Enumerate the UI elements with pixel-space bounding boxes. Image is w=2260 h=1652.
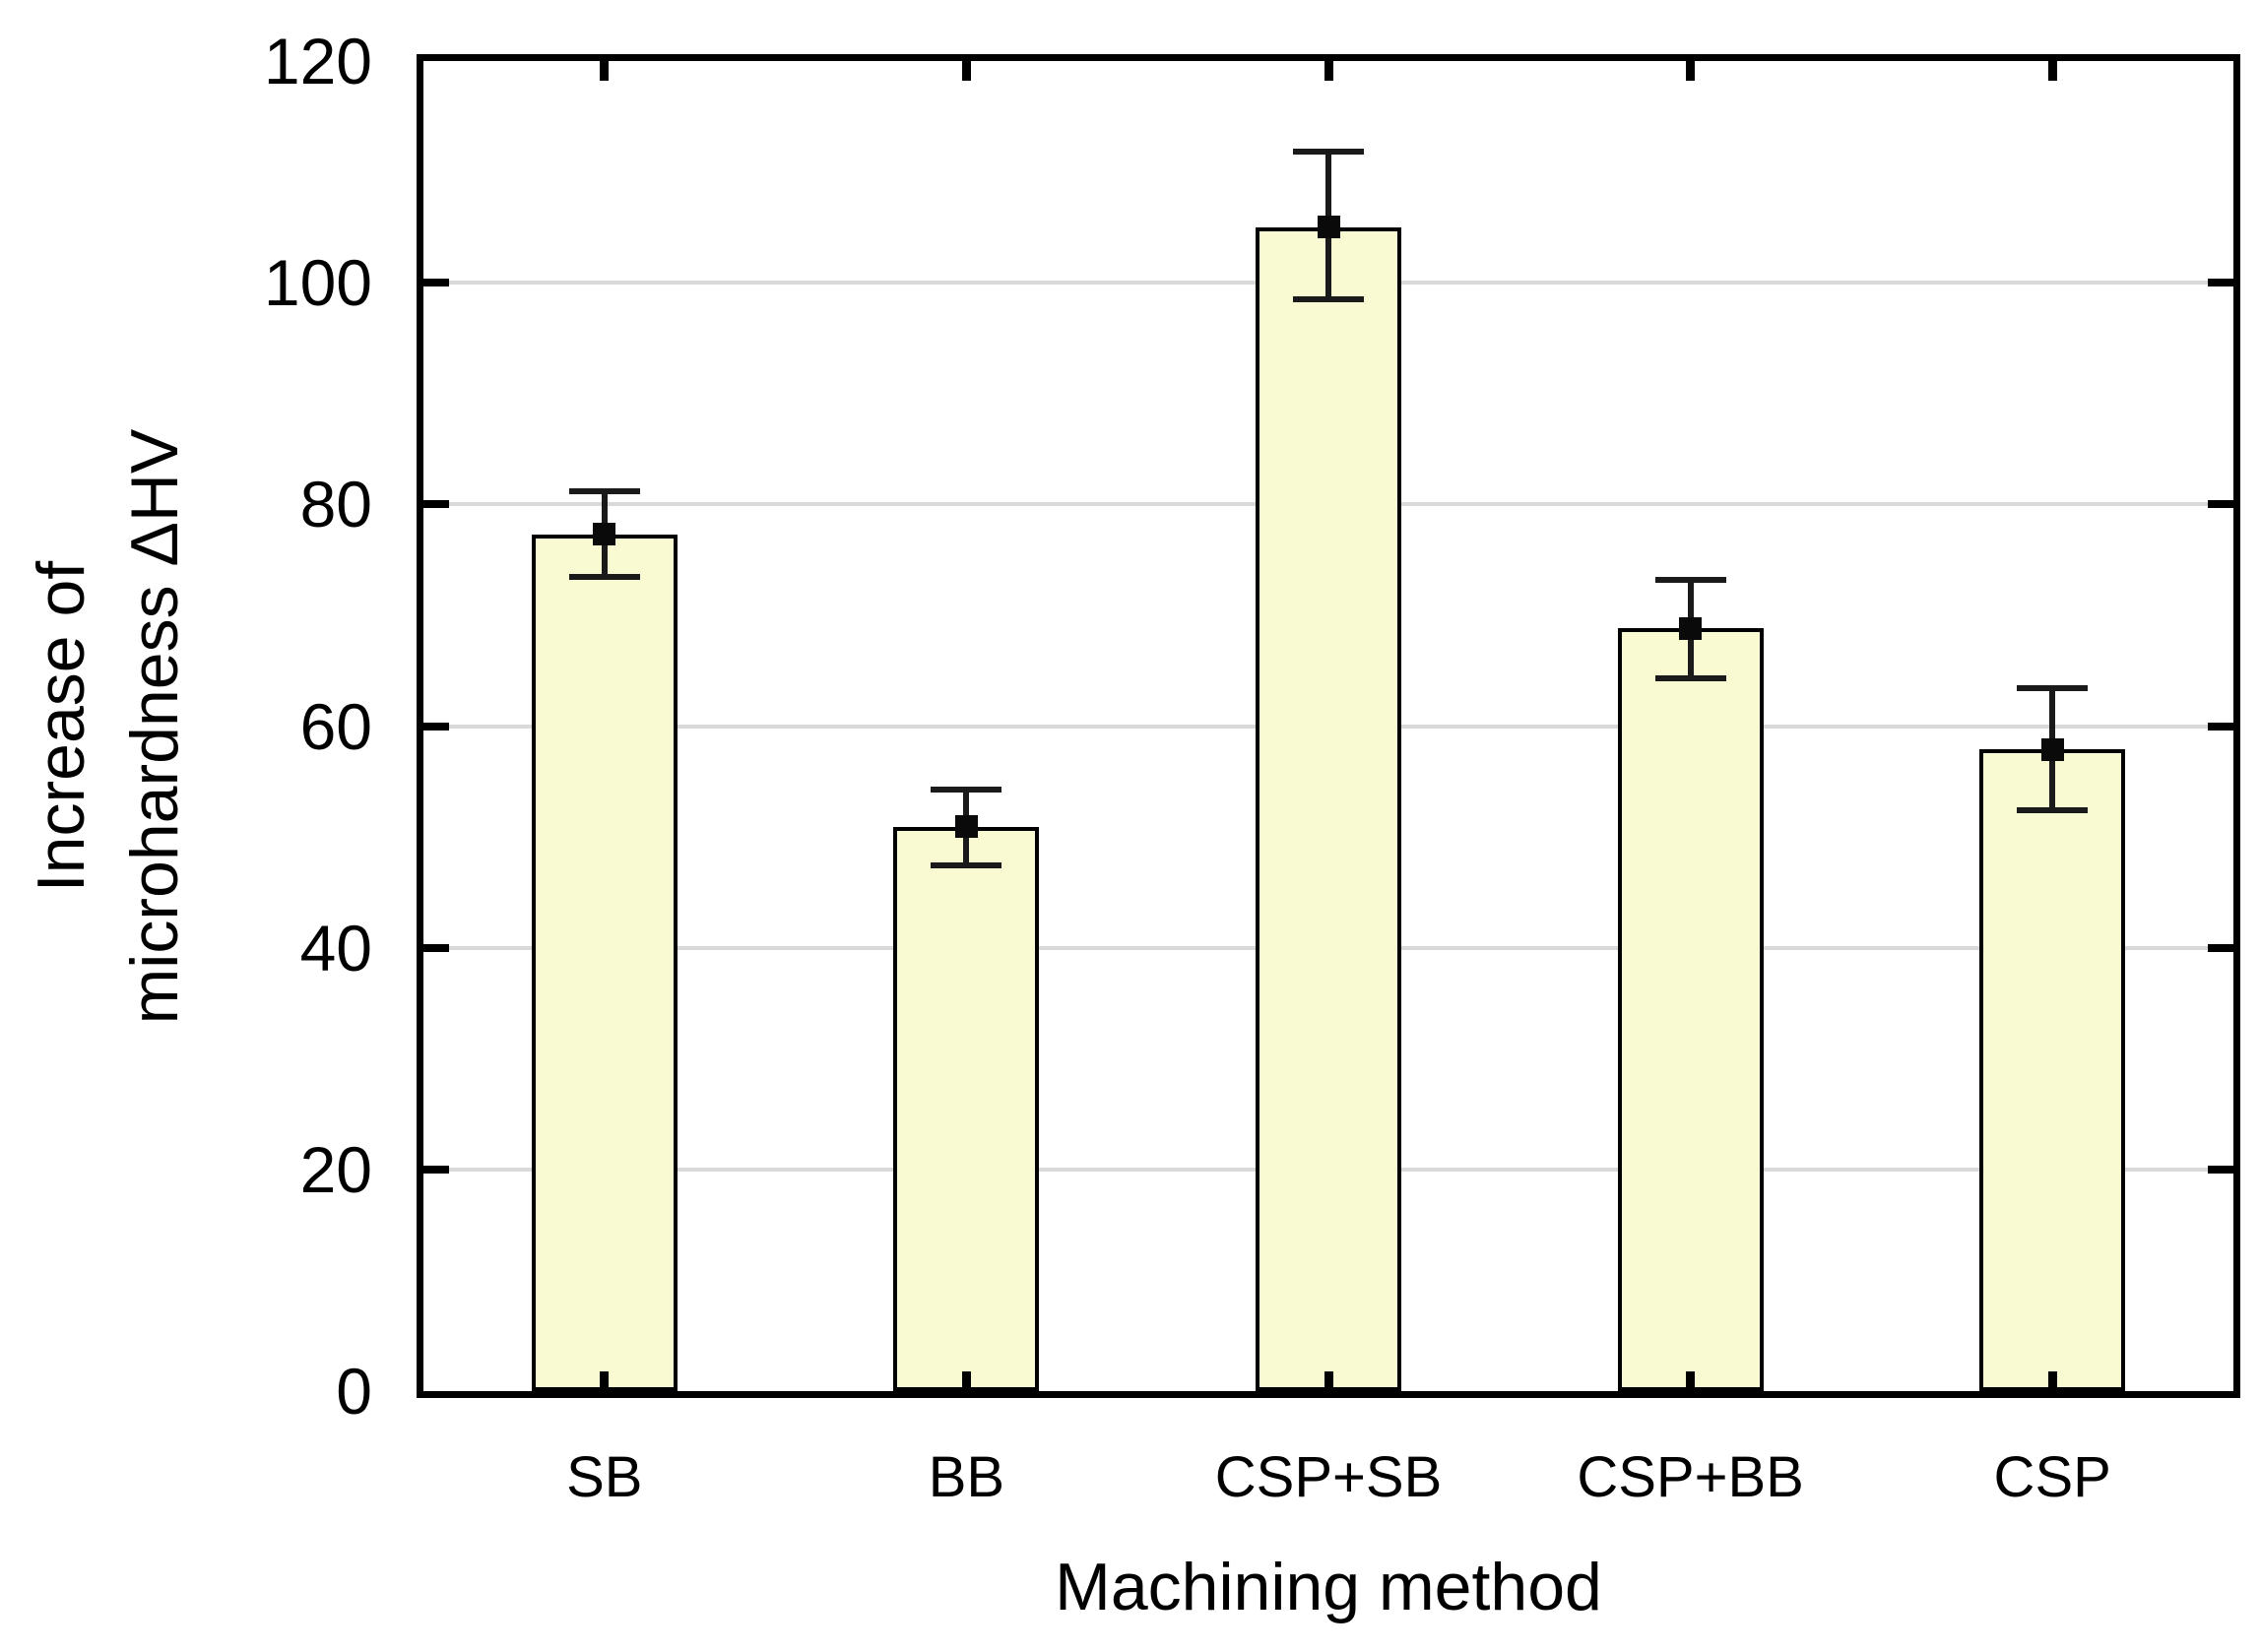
y-tick-right-20 (2208, 1165, 2233, 1174)
y-tick-label-40: 40 (299, 911, 372, 985)
mean-marker-SB (593, 523, 616, 546)
error-bar-cap-bottom-BB (931, 862, 1002, 869)
error-bar-cap-bottom-SB (568, 573, 640, 580)
y-tick-right-40 (2208, 943, 2233, 952)
bar-BB (893, 826, 1040, 1391)
y-tick-label-100: 100 (263, 246, 372, 320)
mean-marker-CSP+SB (1317, 216, 1340, 239)
x-tick-top-CSP+BB (1686, 61, 1696, 81)
y-tick-right-60 (2208, 722, 2233, 731)
y-tick-label-20: 20 (299, 1132, 372, 1206)
y-tick-label-60: 60 (299, 689, 372, 763)
x-category-label-BB: BB (928, 1445, 1005, 1509)
x-category-label-CSP+BB: CSP+BB (1577, 1445, 1804, 1509)
y-tick-left-40 (423, 943, 449, 952)
y-tick-label-0: 0 (336, 1355, 372, 1428)
error-bar-cap-top-BB (931, 786, 1002, 793)
x-tick-bottom-CSP+BB (1686, 1371, 1696, 1391)
plot-inner (423, 61, 2233, 1391)
x-tick-top-CSP+SB (1324, 61, 1333, 81)
x-tick-bottom-CSP (2047, 1371, 2057, 1391)
y-tick-right-80 (2208, 500, 2233, 509)
x-tick-bottom-BB (961, 1371, 971, 1391)
plot-area (417, 54, 2240, 1398)
x-category-label-CSP: CSP (1993, 1445, 2111, 1509)
mean-marker-CSP+BB (1679, 616, 1703, 640)
bar-CSP+SB (1256, 226, 1401, 1391)
x-tick-bottom-CSP+SB (1324, 1371, 1333, 1391)
error-bar-cap-bottom-CSP (2017, 807, 2089, 814)
error-bar-cap-top-CSP+SB (1293, 149, 1364, 156)
mean-marker-CSP (2040, 737, 2064, 761)
x-category-label-CSP+SB: CSP+SB (1214, 1445, 1443, 1509)
x-tick-top-CSP (2047, 61, 2057, 81)
y-tick-right-100 (2208, 279, 2233, 287)
x-tick-bottom-SB (600, 1371, 610, 1391)
x-category-label-SB: SB (566, 1445, 643, 1509)
y-tick-left-80 (423, 500, 449, 509)
y-tick-left-100 (423, 279, 449, 287)
bar-CSP (1979, 749, 2126, 1391)
mean-marker-BB (954, 815, 978, 839)
y-tick-label-80: 80 (299, 468, 372, 541)
x-tick-top-BB (961, 61, 971, 81)
y-tick-left-60 (423, 722, 449, 731)
error-bar-cap-bottom-CSP+BB (1654, 675, 1726, 682)
error-bar-cap-top-CSP (2017, 685, 2089, 692)
bar-CSP+BB (1617, 628, 1764, 1391)
x-tick-top-SB (600, 61, 610, 81)
error-bar-cap-top-SB (568, 487, 640, 494)
bar-SB (531, 534, 678, 1391)
error-bar-cap-top-CSP+BB (1654, 576, 1726, 583)
y-tick-left-20 (423, 1165, 449, 1174)
y-tick-label-120: 120 (263, 25, 372, 97)
x-axis-title: Machining method (1055, 1550, 1602, 1624)
error-bar-cap-bottom-CSP+SB (1293, 296, 1364, 303)
